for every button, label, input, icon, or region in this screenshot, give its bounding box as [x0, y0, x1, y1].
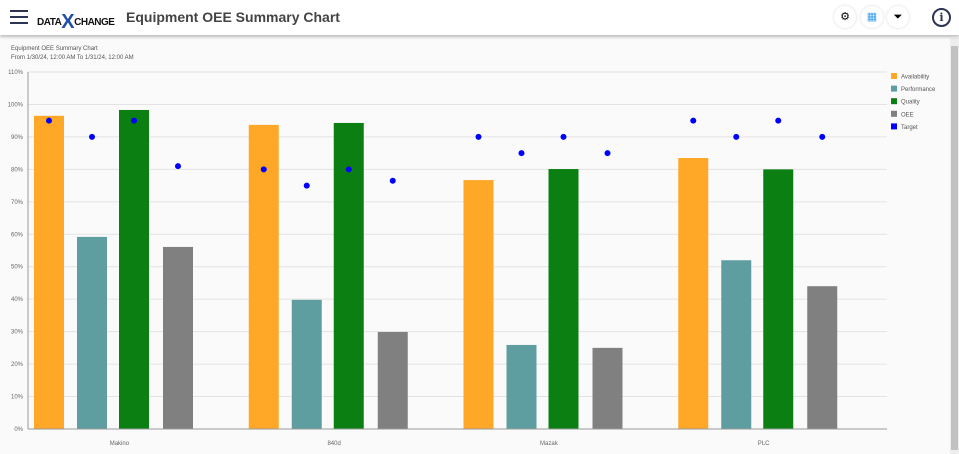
target-point — [819, 133, 826, 140]
bar-oee — [377, 331, 408, 429]
target-point — [131, 117, 137, 124]
target-point — [260, 166, 267, 173]
bar-quality — [548, 169, 579, 429]
legend-label: Quality — [901, 100, 920, 106]
grid-icon[interactable]: ▦ — [861, 6, 883, 28]
y-tick-label: 10% — [11, 395, 24, 401]
y-tick-label: 80% — [11, 167, 24, 173]
scrollbar[interactable] — [950, 38, 959, 454]
legend-label: Target — [901, 125, 918, 131]
bar-oee — [807, 286, 838, 429]
bar-quality — [763, 169, 794, 429]
info-icon[interactable]: i — [932, 8, 951, 27]
bar-performance — [721, 260, 752, 429]
logo: DATAXCHANGE — [37, 11, 115, 33]
target-point — [560, 133, 567, 140]
bar-availability — [34, 115, 64, 430]
x-tick-label: 840d — [327, 441, 340, 447]
y-tick-label: 90% — [11, 135, 24, 141]
target-point — [345, 166, 352, 173]
filter-icon[interactable]: ⏷ — [887, 6, 909, 28]
bar-oee — [163, 246, 193, 429]
bar-availability — [463, 180, 494, 429]
target-point — [518, 150, 525, 157]
target-point — [89, 133, 95, 140]
bar-performance — [506, 344, 537, 429]
gear-icon[interactable]: ⚙ — [834, 6, 856, 28]
target-point — [303, 182, 310, 189]
x-tick-label: Mazak — [540, 441, 559, 447]
app-header: DATAXCHANGE Equipment OEE Summary Chart … — [0, 0, 959, 35]
bar-performance — [291, 299, 322, 429]
bar-oee — [592, 347, 623, 429]
y-tick-label: 70% — [11, 200, 24, 206]
chart-subtitle: From 1/30/24, 12:00 AM To 1/31/24, 12:00… — [11, 55, 134, 61]
legend-swatch — [891, 98, 897, 105]
bar-quality — [333, 122, 364, 429]
y-tick-label: 20% — [11, 362, 24, 368]
target-point — [46, 117, 52, 124]
target-point — [175, 163, 181, 170]
legend-label: Availability — [901, 75, 929, 81]
y-tick-label: 40% — [11, 297, 24, 303]
y-tick-label: 110% — [8, 70, 24, 76]
target-point — [604, 150, 611, 157]
y-tick-label: 0% — [14, 427, 23, 433]
hamburger-menu-icon[interactable] — [10, 10, 28, 24]
bar-availability — [248, 124, 279, 429]
legend-swatch — [891, 73, 897, 79]
y-tick-label: 30% — [11, 330, 24, 336]
x-tick-label: PLC — [758, 441, 770, 447]
legend-label: OEE — [901, 112, 914, 118]
legend-swatch — [891, 123, 897, 130]
y-tick-label: 60% — [11, 232, 24, 238]
bar-quality — [119, 109, 149, 430]
target-point — [690, 117, 697, 124]
target-point — [733, 133, 740, 140]
bar-performance — [77, 236, 107, 429]
legend-label: Performance — [901, 87, 936, 93]
x-tick-label: Makino — [110, 441, 130, 447]
target-point — [475, 133, 482, 140]
chart-title: Equipment OEE Summary Chart — [11, 46, 98, 52]
y-tick-label: 100% — [8, 102, 24, 108]
bar-availability — [678, 158, 709, 429]
y-tick-label: 50% — [11, 265, 24, 271]
page-title: Equipment OEE Summary Chart — [126, 9, 340, 25]
target-point — [389, 177, 396, 184]
legend-swatch — [891, 85, 897, 92]
legend-swatch — [891, 110, 897, 117]
target-point — [775, 117, 782, 124]
